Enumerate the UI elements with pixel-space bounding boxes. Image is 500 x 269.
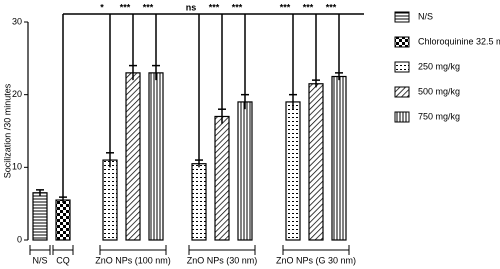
bar: [331, 75, 347, 241]
significance-label: ***: [326, 2, 337, 12]
legend-label: 250 mg/kg: [418, 61, 460, 71]
y-tick-label: 20: [12, 89, 22, 99]
bar: [125, 72, 141, 241]
significance-label: ***: [120, 2, 131, 12]
bar: [32, 192, 48, 241]
bar: [148, 72, 164, 241]
significance-label: ns: [186, 2, 197, 12]
x-tick-label: ZnO NPs (30 nm): [187, 255, 258, 265]
significance-label: ***: [209, 2, 220, 12]
x-tick-label: CQ: [56, 255, 70, 265]
significance-label: *: [100, 2, 104, 12]
bar: [237, 101, 253, 241]
x-tick-label: N/S: [32, 255, 47, 265]
legend-swatch: [394, 111, 410, 123]
significance-label: ***: [303, 2, 314, 12]
legend-label: 500 mg/kg: [418, 86, 460, 96]
legend-swatch: [394, 61, 410, 73]
y-tick-label: 10: [12, 162, 22, 172]
x-tick-label: ZnO NPs (100 nm): [95, 255, 171, 265]
y-tick-label: 30: [12, 16, 22, 26]
significance-label: ***: [143, 2, 154, 12]
bar: [191, 163, 207, 241]
significance-label: ***: [280, 2, 291, 12]
y-axis-label: Socilization /30 minutes: [2, 83, 12, 178]
bar: [55, 199, 71, 241]
legend-swatch: [394, 36, 410, 48]
legend-label: Chloroquinine 32.5 mg/kg: [418, 36, 500, 46]
legend-swatch: [394, 11, 410, 23]
y-tick-label: 0: [17, 234, 22, 244]
bar: [214, 115, 230, 241]
significance-label: ***: [232, 2, 243, 12]
legend-label: 750 mg/kg: [418, 111, 460, 121]
legend-swatch: [394, 86, 410, 98]
bar: [102, 159, 118, 241]
bar: [285, 101, 301, 241]
legend-label: N/S: [418, 11, 433, 21]
x-tick-label: ZnO NPs (G 30 nm): [276, 255, 356, 265]
bar: [308, 83, 324, 241]
